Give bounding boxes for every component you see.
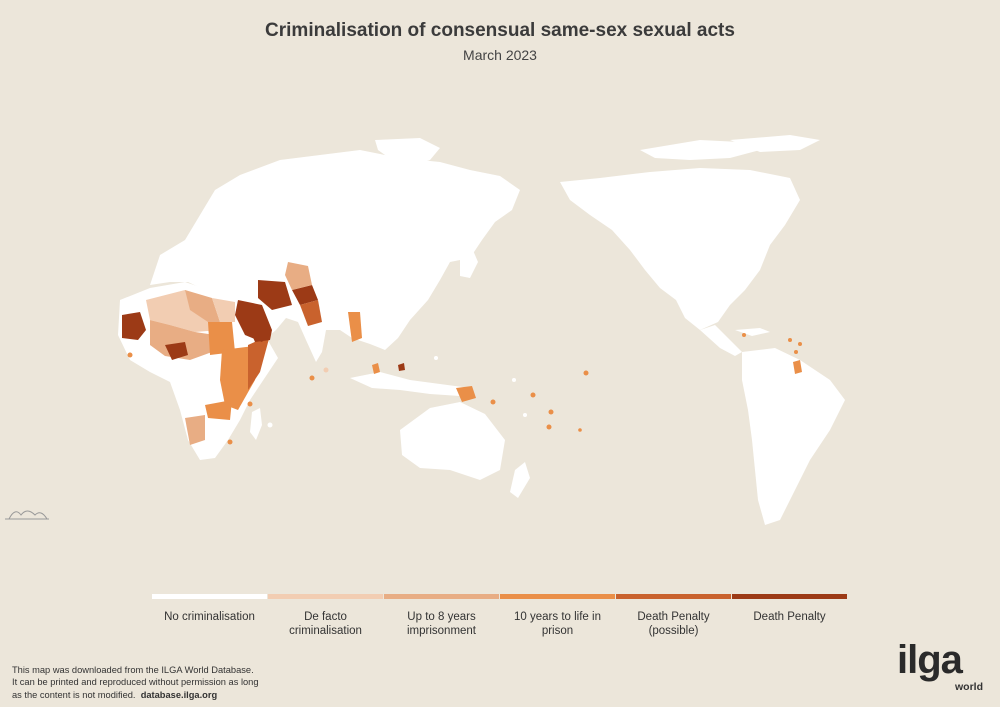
south-america-landmass (742, 348, 845, 525)
brunei-death-penalty (398, 363, 405, 371)
island-dot (742, 333, 746, 337)
australia-landmass (400, 402, 505, 480)
legend-label: Up to 8 years imprisonment (406, 611, 477, 637)
yemen-death-penalty (252, 330, 272, 342)
legend-item-death-penalty: Death Penalty (732, 594, 847, 624)
island-dot (227, 439, 233, 445)
map-subtitle: March 2023 (463, 47, 537, 63)
footer-line: It can be printed and reproduced without… (12, 677, 259, 688)
sahel-region (150, 320, 215, 360)
japan (460, 248, 478, 278)
egypt-defacto (212, 298, 235, 322)
papua-new-guinea-up-to-8 (456, 386, 476, 402)
legend-item-de-facto: De facto criminalisation (268, 594, 383, 638)
legend-label: Death Penalty (possible) (637, 611, 710, 637)
map-title: Criminalisation of consensual same-sex s… (265, 20, 735, 41)
legend-swatch (616, 594, 731, 599)
southern-africa-region (185, 415, 205, 445)
island-dot (523, 413, 527, 417)
legend-item-death-penalty-possible: Death Penalty (possible) (616, 594, 731, 638)
arctic-islands-east (730, 135, 820, 152)
malaysia-prison (372, 363, 380, 374)
legend-swatch (152, 594, 267, 599)
legend-item-up-to-8-years: Up to 8 years imprisonment (384, 594, 499, 638)
island-dot (127, 352, 133, 358)
libya-region (185, 290, 220, 322)
caribbean-islands (735, 328, 770, 336)
island-dot (546, 424, 552, 430)
legend-label: No criminalisation (164, 611, 255, 623)
new-zealand (510, 462, 530, 498)
island-dot (578, 428, 582, 432)
island-dot (548, 409, 554, 415)
arctic-islands (640, 140, 760, 160)
legend-label: 10 years to life in prison (514, 611, 601, 637)
legend-swatch (384, 594, 499, 599)
north-america-landmass (560, 168, 800, 330)
footer-line-with-link: as the content is not modified. database… (12, 689, 259, 701)
mauritania-death-penalty (122, 312, 146, 340)
island-dot (530, 392, 536, 398)
island-dot (490, 399, 496, 405)
nigeria-death-penalty-possible (165, 342, 188, 360)
iran-death-penalty (258, 280, 292, 310)
footer-note: This map was downloaded from the ILGA Wo… (12, 664, 259, 701)
island-dot (323, 367, 329, 373)
central-asia-region (285, 262, 312, 290)
database-link[interactable]: database.ilga.org (140, 689, 218, 700)
island-dot (512, 378, 516, 382)
island-dot (794, 350, 798, 354)
map-legend: No criminalisation De facto criminalisat… (152, 594, 847, 654)
island-dot (798, 342, 802, 346)
legend-swatch (500, 594, 615, 599)
island-dot (309, 375, 315, 381)
pakistan-death-penalty-possible (300, 300, 322, 326)
sudan-prison (208, 322, 235, 355)
ilga-logo: ilga world (897, 640, 987, 700)
legend-swatch (268, 594, 383, 599)
island-dot (267, 422, 273, 428)
legend-label: De facto criminalisation (289, 611, 362, 637)
myanmar-prison (348, 312, 362, 342)
guyana-prison (793, 360, 802, 374)
island-dot (434, 356, 438, 360)
zambia-region (205, 400, 232, 420)
central-america (700, 325, 742, 356)
legend-item-no-criminalisation: No criminalisation (152, 594, 267, 624)
legend-swatch (732, 594, 847, 599)
afghanistan-death-penalty (292, 285, 318, 305)
logo-sub: world (955, 681, 983, 693)
madagascar (250, 408, 262, 440)
arabian-peninsula-death-penalty (235, 300, 272, 342)
legend-label: Death Penalty (753, 611, 826, 623)
logo-word: ilga (897, 638, 963, 682)
island-dot (247, 401, 253, 407)
legend-item-10-years-to-life: 10 years to life in prison (500, 594, 615, 638)
scale-icon (5, 510, 49, 520)
island-dot (583, 370, 589, 376)
footer-line: as the content is not modified. (12, 689, 136, 700)
somalia-death-penalty-possible (248, 335, 270, 390)
island-dot (788, 338, 792, 342)
indonesia-islands (350, 372, 470, 396)
footer-line: This map was downloaded from the ILGA Wo… (12, 665, 254, 675)
